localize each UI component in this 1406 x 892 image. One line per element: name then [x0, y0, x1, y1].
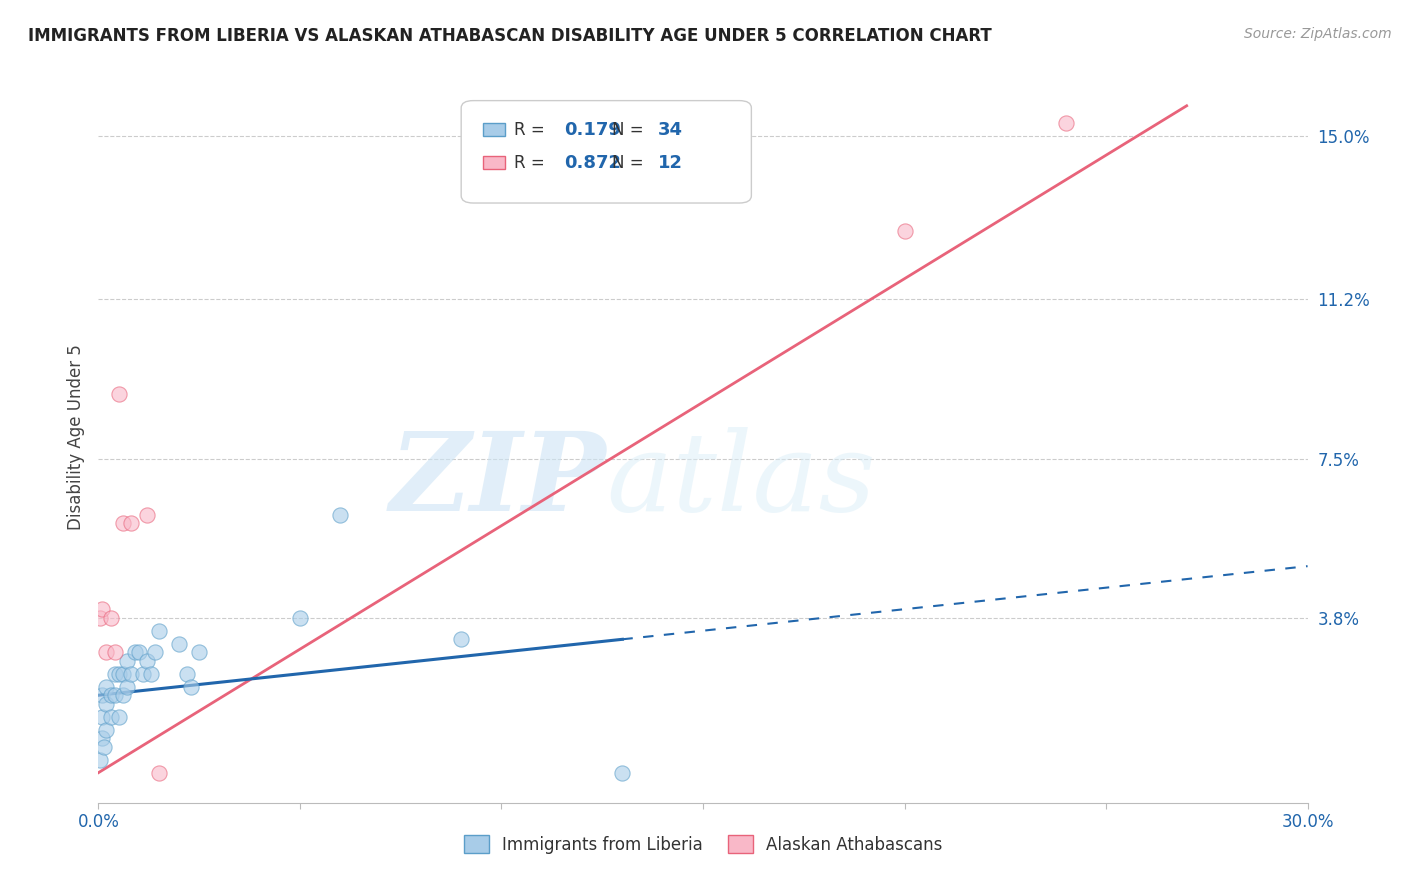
Point — [450, 632, 472, 647]
Point — [93, 739, 115, 754]
Point — [893, 223, 915, 237]
Point — [100, 710, 122, 724]
Text: Source: ZipAtlas.com: Source: ZipAtlas.com — [1244, 27, 1392, 41]
Text: 34: 34 — [658, 121, 683, 139]
Point — [103, 666, 125, 681]
Point — [89, 611, 111, 625]
Point — [107, 710, 129, 724]
FancyBboxPatch shape — [461, 101, 751, 203]
Text: 12: 12 — [658, 153, 683, 172]
Point — [176, 666, 198, 681]
Point — [115, 654, 138, 668]
Legend: Immigrants from Liberia, Alaskan Athabascans: Immigrants from Liberia, Alaskan Athabas… — [457, 829, 949, 860]
Text: R =: R = — [515, 153, 550, 172]
Point — [91, 602, 114, 616]
Point — [124, 645, 146, 659]
Point — [96, 680, 118, 694]
FancyBboxPatch shape — [482, 156, 505, 169]
Text: atlas: atlas — [606, 427, 876, 534]
Point — [96, 697, 118, 711]
Point — [188, 645, 211, 659]
Point — [180, 680, 202, 694]
Point — [329, 508, 352, 522]
Point — [143, 645, 166, 659]
FancyBboxPatch shape — [482, 123, 505, 136]
Point — [115, 680, 138, 694]
Point — [103, 688, 125, 702]
Point — [288, 611, 311, 625]
Point — [167, 637, 190, 651]
Point — [128, 645, 150, 659]
Point — [120, 516, 142, 530]
Point — [111, 666, 134, 681]
Point — [111, 688, 134, 702]
Point — [96, 723, 118, 737]
Text: R =: R = — [515, 121, 550, 139]
Point — [100, 688, 122, 702]
Text: 0.179: 0.179 — [564, 121, 621, 139]
Point — [100, 611, 122, 625]
Point — [612, 765, 634, 780]
Point — [107, 666, 129, 681]
Text: N =: N = — [613, 121, 650, 139]
Point — [111, 516, 134, 530]
Point — [148, 624, 170, 638]
Point — [107, 387, 129, 401]
Point — [89, 753, 111, 767]
Point — [91, 688, 114, 702]
Point — [139, 666, 162, 681]
Text: IMMIGRANTS FROM LIBERIA VS ALASKAN ATHABASCAN DISABILITY AGE UNDER 5 CORRELATION: IMMIGRANTS FROM LIBERIA VS ALASKAN ATHAB… — [28, 27, 991, 45]
Text: N =: N = — [613, 153, 650, 172]
Text: ZIP: ZIP — [389, 427, 606, 534]
Text: 0.872: 0.872 — [564, 153, 621, 172]
Point — [96, 645, 118, 659]
Point — [135, 654, 157, 668]
Point — [91, 731, 114, 746]
Point — [132, 666, 155, 681]
Point — [135, 508, 157, 522]
Y-axis label: Disability Age Under 5: Disability Age Under 5 — [66, 344, 84, 530]
Point — [91, 710, 114, 724]
Point — [120, 666, 142, 681]
Point — [1054, 116, 1077, 130]
Point — [103, 645, 125, 659]
Point — [148, 765, 170, 780]
